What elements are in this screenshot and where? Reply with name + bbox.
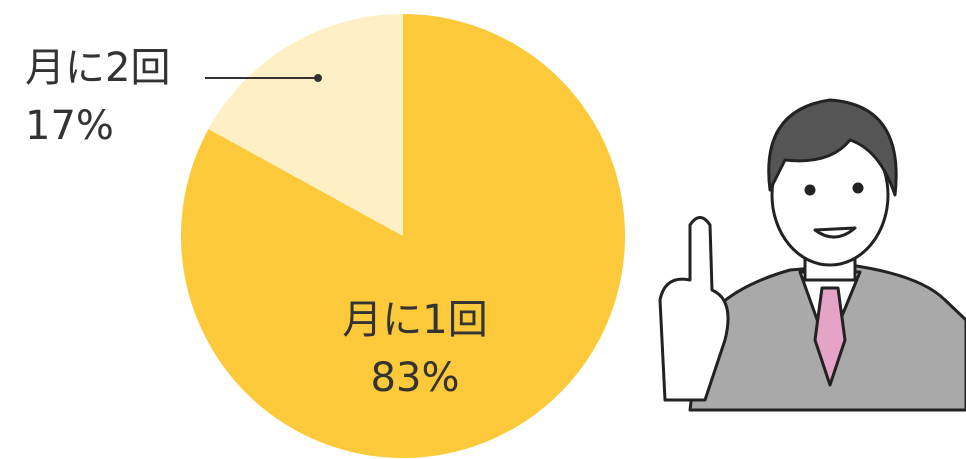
hair (767, 98, 898, 197)
tie (813, 286, 847, 387)
hand (658, 216, 730, 402)
illustration (658, 98, 966, 412)
slice-label: 月に1回 (342, 297, 487, 343)
slice-value: 83% (371, 355, 460, 401)
pie-slice (180, 14, 626, 459)
eye (804, 184, 816, 196)
mouth (813, 226, 857, 239)
slice-value: 17% (25, 103, 114, 149)
leader-dot (314, 74, 322, 82)
slice-label: 月に2回 (25, 45, 170, 91)
eye (852, 182, 864, 194)
pie-slice (208, 14, 403, 236)
pie (180, 14, 626, 459)
